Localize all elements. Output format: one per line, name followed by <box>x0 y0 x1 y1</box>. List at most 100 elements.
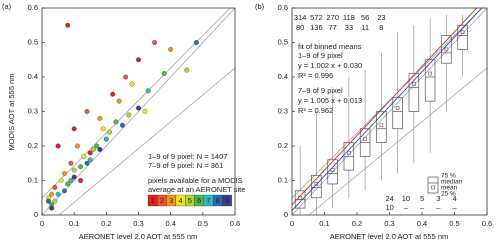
colorbar-label: 9 <box>225 196 229 205</box>
scatter-point <box>52 184 58 190</box>
fit-equation: y = 1.005 x + 0.013 <box>298 96 362 105</box>
count-label: 11 <box>361 23 369 32</box>
count-label: 314 <box>294 13 307 22</box>
x-tick-label: 0.6 <box>482 219 492 228</box>
y-tick-label: 0 <box>34 210 38 219</box>
colorbar-label: 6 <box>197 196 201 205</box>
scatter-point <box>49 205 55 211</box>
annotation: 7–9 of 9 pixel: N = 361 <box>148 161 223 170</box>
y-tick-label: 0.5 <box>28 37 38 46</box>
scatter-point <box>91 146 96 152</box>
x-tick-label: 0.3 <box>133 219 143 228</box>
plot-frame <box>41 7 236 216</box>
count-label: – <box>404 203 409 212</box>
envelope-line <box>58 67 236 216</box>
count-label: 24 <box>385 194 393 203</box>
y-tick-label: 0.3 <box>278 106 288 115</box>
x-tick-label: 0.3 <box>384 219 394 228</box>
x-tick-label: 0.6 <box>230 219 240 228</box>
scatter-point <box>103 136 109 142</box>
scatter-point <box>94 143 100 149</box>
scatter-point <box>71 126 77 132</box>
legend-box <box>427 176 439 194</box>
x-tick-label: 0.5 <box>198 219 208 228</box>
annotation: pixels available for a MODIS <box>148 176 243 185</box>
one-to-one-line <box>291 7 488 216</box>
box-mean <box>347 151 351 155</box>
y-tick-label: 0.2 <box>28 141 38 150</box>
scatter-point <box>87 150 93 156</box>
box-mean <box>314 182 319 186</box>
scatter-point <box>110 91 116 97</box>
scatter-point <box>45 198 51 204</box>
y-tick-label: 0 <box>284 210 288 219</box>
scatter-point <box>126 112 132 118</box>
scatter-point <box>71 174 77 180</box>
colorbar-label: 5 <box>188 196 192 205</box>
scatter-point <box>119 122 125 128</box>
scatter-point <box>136 57 141 63</box>
annotation: average at an AERONET site <box>148 185 245 194</box>
fit-r2: R² = 0.962 <box>298 106 333 115</box>
box <box>311 174 322 199</box>
scatter-point <box>87 157 93 163</box>
one-to-one-line <box>41 7 236 216</box>
scatter-point <box>78 178 84 183</box>
scatter-point <box>116 98 122 104</box>
scatter-point <box>152 40 158 45</box>
count-label: 572 <box>310 13 323 22</box>
panel-label: (a) <box>2 2 12 11</box>
scatter-point <box>136 105 141 111</box>
fit-r2: R² = 0.996 <box>298 71 333 80</box>
box-mean <box>395 106 400 110</box>
scatter-point <box>113 119 119 125</box>
x-tick-label: 0 <box>40 219 44 228</box>
y-tick-label: 0.3 <box>28 106 38 115</box>
y-tick-label: 0.4 <box>278 72 288 81</box>
colorbar-label: 3 <box>169 196 173 205</box>
scatter-point <box>184 67 190 73</box>
x-axis-label: AERONET level 2.0 AOT at 555 nm <box>330 232 449 241</box>
box-mean <box>412 82 416 86</box>
y-axis-label: MODIS AOT at 555 nm <box>7 74 16 151</box>
x-tick-label: 0 <box>290 219 294 228</box>
scatter-point <box>65 181 71 187</box>
scatter-point <box>68 160 74 166</box>
legend-label: 75 % <box>441 173 456 180</box>
scatter-point <box>71 167 77 173</box>
scatter-point <box>55 143 61 149</box>
box-mean <box>379 123 384 128</box>
scatter-point <box>84 160 90 166</box>
fit-name: 1–9 of 9 pixel <box>298 51 343 60</box>
count-label: – <box>453 203 458 212</box>
count-label: 10 <box>402 194 410 203</box>
count-label: – <box>436 203 441 212</box>
legend-label: median <box>441 179 463 186</box>
box <box>457 24 468 50</box>
count-label: 136 <box>310 23 323 32</box>
y-tick-label: 0.2 <box>278 141 288 150</box>
fit-name: 7–9 of 9 pixel <box>298 86 343 95</box>
colorbar-label: 8 <box>216 196 220 205</box>
count-label: – <box>420 203 425 212</box>
colorbar-label: 1 <box>151 196 155 205</box>
envelope-line <box>308 67 488 216</box>
envelope-line <box>41 7 231 199</box>
legend-mean <box>431 185 435 190</box>
count-label: 23 <box>377 13 385 22</box>
box-mean <box>444 47 449 52</box>
scatter-point <box>97 115 103 121</box>
y-tick-label: 0.6 <box>28 3 38 12</box>
scatter-point <box>62 171 67 177</box>
x-tick-label: 0.4 <box>165 219 175 228</box>
count-label: 80 <box>296 23 304 32</box>
scatter-point <box>81 153 87 159</box>
x-tick-label: 0.1 <box>69 219 79 228</box>
scatter-point <box>161 71 167 76</box>
colorbar-label: 7 <box>206 196 210 205</box>
legend-label: 25 % <box>441 191 456 198</box>
colorbar-cell <box>222 194 232 207</box>
scatter-point <box>68 178 74 183</box>
scatter-point <box>100 126 106 132</box>
